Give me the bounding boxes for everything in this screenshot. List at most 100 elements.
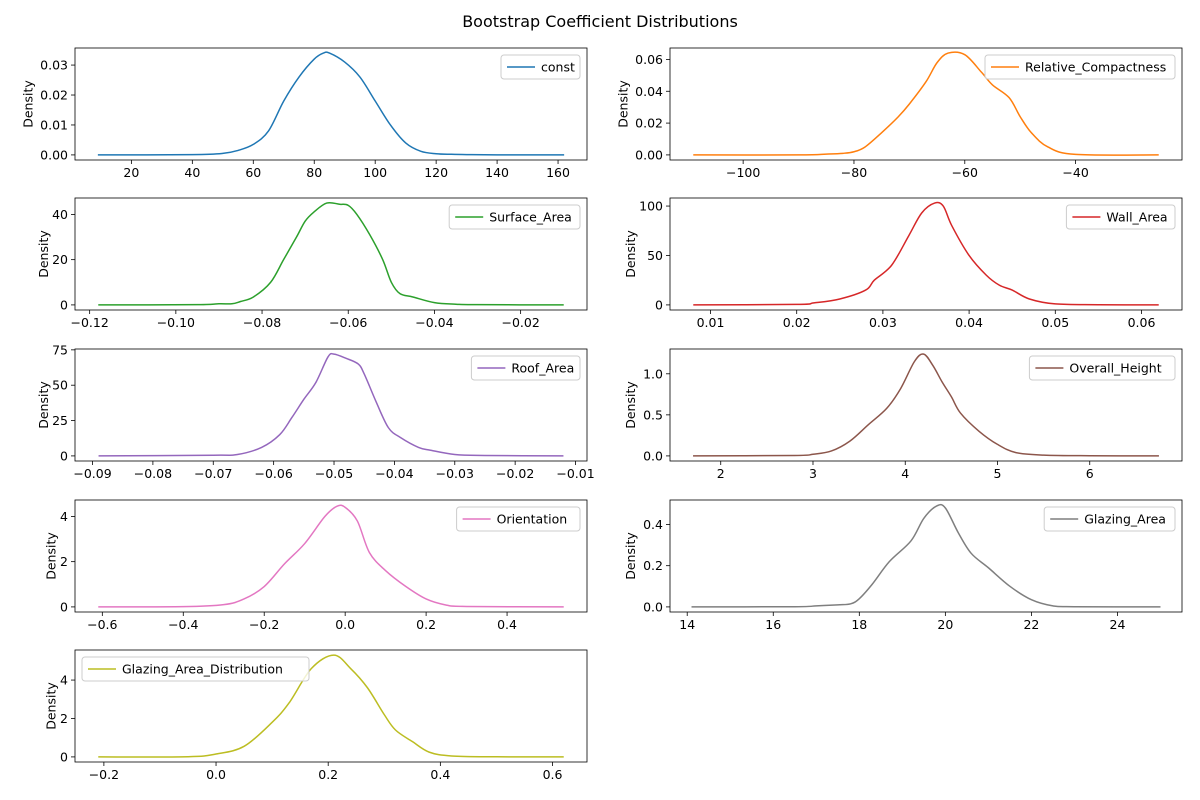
legend-label: Orientation (497, 512, 568, 527)
y-tick-label: 0.04 (635, 84, 663, 99)
legend-box (1043, 506, 1176, 532)
y-tick-label: 0.00 (635, 147, 663, 162)
axes-frame (669, 47, 1183, 161)
x-tick-label: −0.02 (501, 315, 539, 330)
x-tick-label: 4 (901, 466, 909, 481)
legend-box (456, 506, 581, 532)
x-tick-label: −0.01 (556, 466, 594, 481)
subplot-3: −0.12 −0.10 −0.08 −0.06 −0.04 −0.02 0 20 40Densi… (36, 197, 588, 330)
x-tick-label: 80 (306, 165, 322, 180)
series-line-1 (691, 503, 1161, 608)
x-tick-label: 0.0 (335, 617, 355, 632)
x-tick-label: −0.06 (254, 466, 292, 481)
x-tick-label: −0.10 (157, 315, 195, 330)
x-tick-label: 20 (937, 617, 953, 632)
x-tick-label: −0.6 (87, 617, 117, 632)
x-tick-label: −0.08 (134, 466, 172, 481)
series-line-1 (98, 352, 564, 457)
legend-label: const (541, 60, 575, 75)
y-tick-label: 0.01 (40, 117, 68, 132)
x-tick-label: 0.06 (1128, 315, 1156, 330)
y-tick-label: 0.0 (643, 448, 663, 463)
x-tick-label: 2 (717, 466, 725, 481)
subplot-5: −0.09 −0.08 −0.07 −0.06 −0.05 −0.04 −0.03 −0.02… (36, 342, 595, 481)
legend: Relative_Compactness (984, 54, 1176, 80)
x-tick-label: −40 (1062, 165, 1088, 180)
y-axis-label: Density (21, 80, 36, 128)
x-tick-label: 0.4 (430, 767, 450, 782)
axes-frame (669, 499, 1183, 613)
x-tick-label: 0.4 (497, 617, 517, 632)
x-tick-label: 160 (546, 165, 570, 180)
series-line-1 (693, 51, 1159, 156)
y-tick-label: 100 (639, 199, 663, 214)
y-tick-label: 0 (655, 297, 663, 312)
legend: Glazing_Area (1043, 506, 1176, 532)
x-tick-label: −80 (841, 165, 867, 180)
y-tick-label: 0.5 (643, 407, 663, 422)
subplot-4: 0.01 0.02 0.03 0.04 0.05 0.06 0 50 100 Density Wal… (623, 197, 1183, 330)
legend-label: Wall_Area (1106, 210, 1167, 225)
legend-box (448, 204, 581, 230)
y-tick-label: 40 (52, 207, 68, 222)
y-axis-label: Density (623, 532, 638, 580)
x-tick-label: −0.02 (496, 466, 534, 481)
y-axis-label: Density (623, 381, 638, 429)
x-tick-label: 120 (424, 165, 448, 180)
x-tick-label: 6 (1086, 466, 1094, 481)
x-tick-label: 0.02 (783, 315, 811, 330)
x-tick-label: −0.07 (194, 466, 232, 481)
legend-box (470, 355, 581, 381)
axes-frame (74, 197, 588, 311)
legend-label: Relative_Compactness (1025, 60, 1166, 75)
y-tick-label: 0.4 (643, 517, 663, 532)
x-tick-label: 3 (809, 466, 817, 481)
y-tick-label: 0.03 (40, 58, 68, 73)
legend-box (500, 54, 581, 80)
x-tick-label: −0.06 (329, 315, 367, 330)
y-tick-label: 20 (52, 252, 68, 267)
x-tick-label: 0.03 (869, 315, 897, 330)
legend-box (1065, 204, 1176, 230)
x-tick-label: 0.05 (1041, 315, 1069, 330)
y-tick-label: 0.02 (635, 116, 663, 131)
legend-label: Overall_Height (1069, 361, 1161, 376)
legend: Roof_Area (470, 355, 581, 381)
legend-box (984, 54, 1176, 80)
x-tick-label: −0.4 (168, 617, 198, 632)
x-tick-label: −0.2 (249, 617, 279, 632)
y-axis-label: Density (623, 230, 638, 278)
series-line-1 (98, 504, 564, 608)
x-tick-label: 0.01 (697, 315, 725, 330)
x-tick-label: 5 (994, 466, 1002, 481)
legend: Wall_Area (1065, 204, 1176, 230)
x-tick-label: 0.2 (416, 617, 436, 632)
x-tick-label: −100 (726, 165, 760, 180)
legend: Glazing_Area_Distribution (81, 656, 310, 682)
legend: Orientation (456, 506, 581, 532)
x-tick-label: −0.04 (415, 315, 453, 330)
y-tick-label: 25 (52, 413, 68, 428)
x-tick-label: 140 (485, 165, 509, 180)
subplot-2: −100 −80 −60 −40 0.00 0.02 0.04 0.06 Density Rela… (616, 47, 1183, 180)
x-tick-label: 16 (765, 617, 781, 632)
axes-frame (74, 348, 588, 462)
y-tick-label: 2 (60, 711, 68, 726)
x-tick-label: 60 (245, 165, 261, 180)
y-tick-label: 2 (60, 554, 68, 569)
y-tick-label: 0.2 (643, 558, 663, 573)
x-tick-label: 0.04 (955, 315, 983, 330)
x-tick-label: 40 (184, 165, 200, 180)
legend-label: Glazing_Area_Distribution (122, 662, 283, 677)
y-tick-label: 0.02 (40, 88, 68, 103)
x-tick-label: −0.09 (73, 466, 111, 481)
y-axis-label: Density (43, 532, 58, 580)
series-line-1 (97, 51, 565, 156)
axes-frame (74, 499, 588, 613)
y-tick-label: 50 (647, 248, 663, 263)
subplot-6: 2 3 4 5 6 0.0 0.5 1.0 Density Overall_Height (623, 348, 1183, 481)
subplot-8: 14 16 18 20 22 24 0.0 0.2 0.4 Density Glazing_Area (623, 499, 1183, 632)
legend-box (81, 656, 310, 682)
